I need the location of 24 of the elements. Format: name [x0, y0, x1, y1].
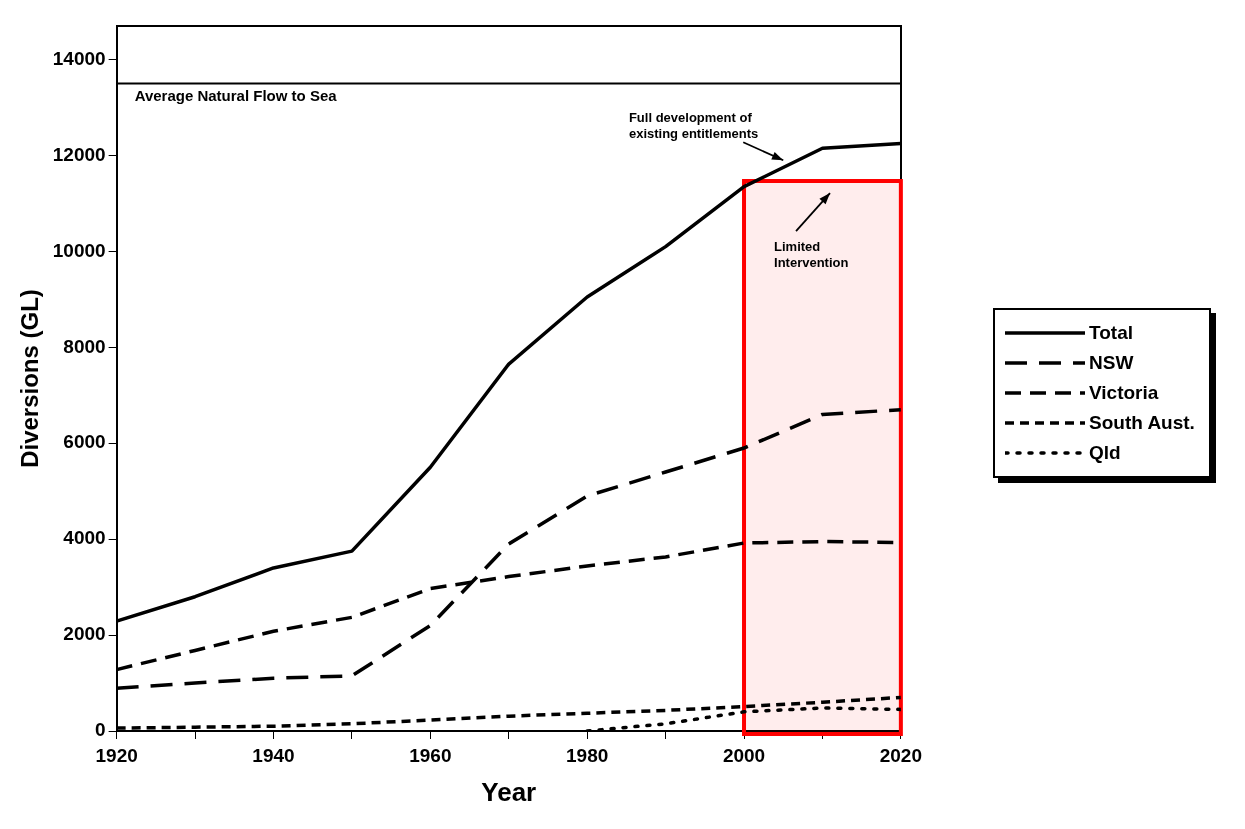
y-tick-label: 4000	[63, 527, 106, 549]
ref-line-label: Average Natural Flow to Sea	[134, 87, 338, 105]
legend-label: NSW	[1089, 352, 1134, 374]
y-tick-label: 12000	[52, 143, 106, 165]
legend-label: Victoria	[1089, 382, 1159, 404]
x-tick-label: 2000	[722, 744, 766, 766]
y-tick-label: 8000	[63, 335, 106, 357]
legend-label: Qld	[1089, 442, 1121, 464]
x-axis-title: Year	[481, 776, 537, 807]
legend-label: Total	[1089, 322, 1133, 344]
y-tick-label: 0	[95, 719, 106, 741]
x-tick-label: 1920	[95, 744, 138, 766]
annotation: Full development of existing entitlements	[628, 110, 759, 142]
legend-label: South Aust.	[1089, 412, 1195, 434]
x-tick-label: 1980	[566, 744, 609, 766]
y-tick-label: 10000	[52, 239, 106, 261]
y-tick-label: 2000	[63, 623, 106, 645]
x-tick-label: 2020	[879, 744, 923, 766]
y-tick-label: 14000	[52, 47, 106, 69]
x-tick-label: 1960	[409, 744, 452, 766]
y-axis-title: Diversions (GL)	[16, 289, 44, 468]
annotation: Limited Intervention	[774, 239, 849, 271]
x-tick-label: 1940	[252, 744, 295, 766]
y-tick-label: 6000	[63, 431, 106, 453]
